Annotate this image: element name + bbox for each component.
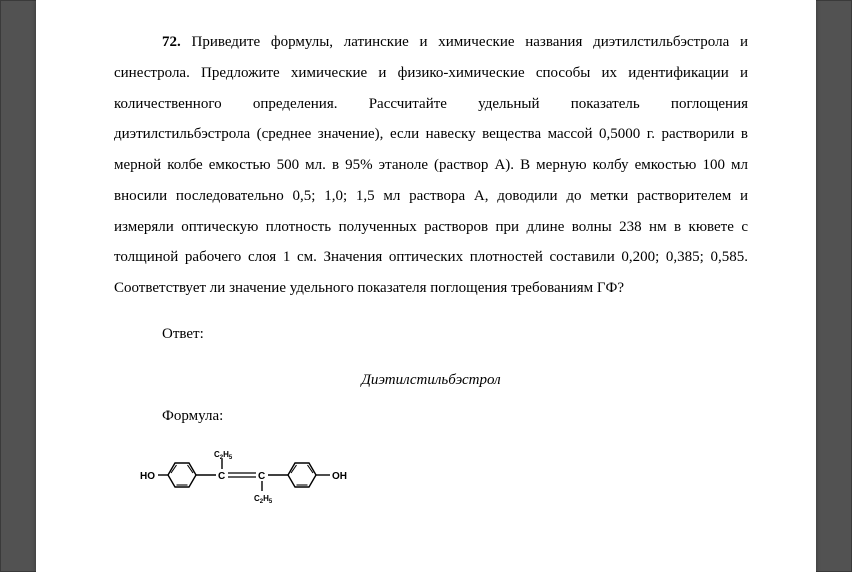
carbon-label: C <box>258 471 265 482</box>
problem-body-text: Приведите формулы, латинские и химически… <box>114 34 748 296</box>
answer-label: Ответ: <box>114 319 748 350</box>
viewport: 72. Приведите формулы, латинские и химич… <box>0 0 852 572</box>
substance-title: Диэтилстильбэстрол <box>114 365 748 396</box>
page-content: 72. Приведите формулы, латинские и химич… <box>114 12 748 515</box>
benzene-ring-left <box>168 463 196 487</box>
ethyl-top-label: C2H5 <box>214 450 233 461</box>
ethyl-bottom-label: C2H5 <box>254 494 273 503</box>
formula-label: Формула: <box>114 401 748 432</box>
document-page: 72. Приведите формулы, латинские и химич… <box>36 0 816 572</box>
problem-paragraph: 72. Приведите формулы, латинские и химич… <box>114 27 748 304</box>
left-oh-label: HO <box>140 471 155 482</box>
problem-number: 72. <box>162 34 181 50</box>
benzene-ring-right <box>288 463 316 487</box>
chemical-structure: HO C C2H5 <box>138 447 748 515</box>
structure-svg: HO C C2H5 <box>138 447 368 503</box>
carbon-label: C <box>218 471 225 482</box>
right-oh-label: OH <box>332 471 347 482</box>
